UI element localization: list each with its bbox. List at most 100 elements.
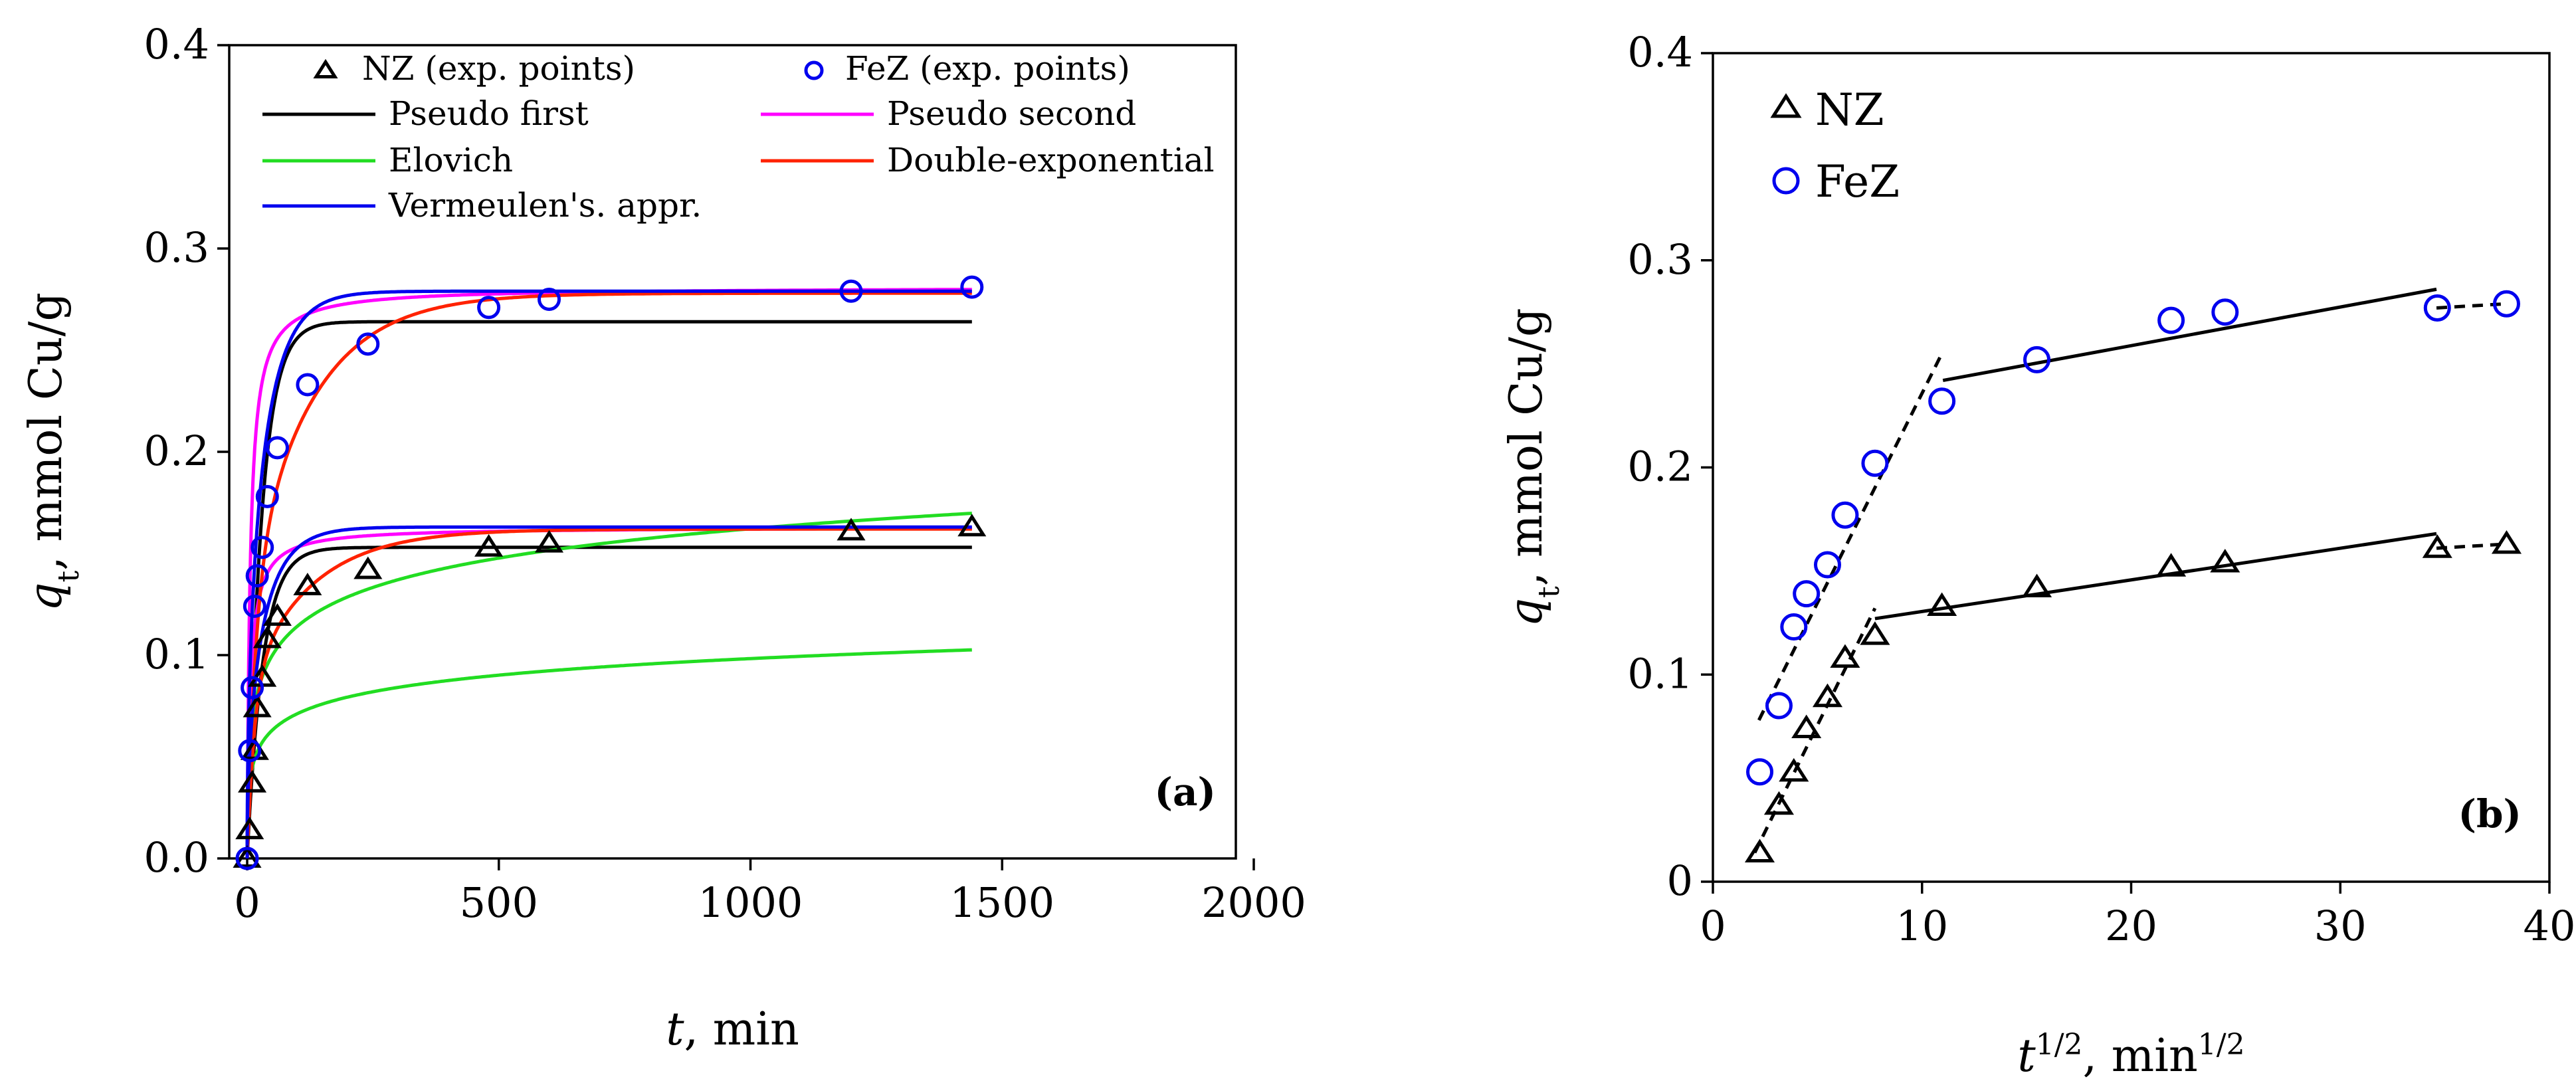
legend: NZ FeZ: [1770, 84, 1900, 207]
legend-label: Pseudo second: [887, 94, 1136, 133]
x-axis-label: t1/2, min1/2: [2017, 1028, 2244, 1083]
legend-label: Pseudo first: [389, 94, 589, 133]
point-fez: [2157, 306, 2185, 334]
legend: NZ (exp. points) FeZ (exp. points) Pseudo …: [262, 49, 1215, 225]
fit-segment-nz-solid: [1874, 532, 2437, 621]
chart-a: 0 500 1000 1500 2000 0.0 0.1 0.2 0.3 0.4 NZ (exp. …: [20, 20, 1306, 1056]
point-fez: [2023, 345, 2051, 373]
legend-marker-nz: [1770, 93, 1802, 118]
legend-label: Double-exponential: [887, 141, 1215, 179]
model-curve-double-exponential-nz: [245, 527, 972, 858]
point-nz: [2491, 530, 2522, 554]
y-tick-label: 0.3: [144, 223, 209, 272]
y-tick-label: 0.1: [144, 630, 209, 678]
legend-label: NZ: [1815, 84, 1884, 136]
point-nz: [233, 845, 262, 868]
y-tick-label: 0.4: [1627, 28, 1693, 76]
point-fez: [1746, 758, 1774, 786]
point-fez: [1780, 613, 1808, 641]
point-nz: [2422, 534, 2452, 558]
y-axis-label: qt, mmol Cu/g: [1500, 308, 1566, 627]
x-tick-label: 30: [2314, 902, 2367, 950]
chart-b: 0 10 20 30 40 0 0.1 0.2 0.3 0.4 NZ FeZ (b) t1/2, min1…: [1500, 28, 2575, 1082]
point-nz: [235, 817, 264, 840]
y-tick-label: 0.2: [144, 427, 209, 475]
point-nz: [534, 530, 564, 553]
point-nz: [474, 534, 504, 557]
point-fez: [250, 536, 274, 559]
fit-segment-fez-solid: [1942, 287, 2437, 383]
legend-marker-nz: [313, 58, 338, 78]
point-nz: [1779, 757, 1809, 782]
x-tick-label: 40: [2524, 902, 2576, 950]
point-fez: [2492, 290, 2520, 318]
y-tick-label: 0: [1667, 856, 1693, 905]
legend-label: Elovich: [389, 141, 513, 179]
x-axis-label: t, min: [666, 1003, 799, 1056]
point-nz: [1791, 714, 1822, 738]
y-tick-label: 0.2: [1627, 443, 1693, 491]
point-fez: [1928, 387, 1956, 415]
point-nz: [2022, 573, 2052, 597]
y-tick-label: 0.1: [1627, 649, 1693, 698]
y-tick-label: 0.3: [1627, 235, 1693, 284]
point-nz: [1812, 683, 1843, 708]
point-fez: [255, 484, 279, 508]
point-nz: [1830, 644, 1860, 668]
x-tick-label: 0: [234, 878, 260, 927]
y-axis-label: qt, mmol Cu/g: [20, 292, 86, 611]
y-tick-label: 0.4: [144, 20, 209, 68]
point-nz: [1927, 592, 1957, 617]
point-fez: [296, 373, 320, 397]
point-fez: [265, 436, 289, 460]
model-curve-elovich-fez: [245, 512, 972, 858]
point-fez: [245, 564, 269, 588]
point-fez: [1813, 551, 1841, 579]
point-fez: [235, 846, 259, 870]
point-fez: [1793, 580, 1821, 608]
point-nz: [2210, 549, 2240, 573]
point-fez: [839, 279, 863, 303]
x-tick-label: 500: [460, 878, 538, 927]
model-curve-pseudo-first-fez: [245, 320, 972, 858]
legend-marker-fez: [804, 60, 824, 80]
point-nz: [2156, 553, 2187, 577]
fit-segment-nz-dashed: [2436, 542, 2507, 550]
point-nz: [238, 769, 267, 793]
legend-marker-fez: [1772, 167, 1800, 195]
point-nz: [353, 556, 383, 579]
legend-label: Vermeulen's. appr.: [388, 186, 702, 225]
model-curve-elovich-nz: [245, 648, 972, 858]
model-curve-vermeulen-s-appr--fez: [245, 289, 972, 858]
x-tick-label: 2000: [1201, 878, 1306, 927]
point-nz: [293, 572, 322, 595]
point-nz: [957, 514, 987, 537]
point-fez: [356, 332, 380, 356]
point-nz: [262, 603, 292, 626]
point-fez: [238, 739, 262, 763]
legend-label: FeZ (exp. points): [845, 49, 1130, 88]
panel-label: (a): [1155, 769, 1216, 815]
point-fez: [1831, 501, 1859, 529]
point-nz: [252, 625, 282, 648]
point-fez: [538, 288, 561, 311]
x-tick-label: 20: [2105, 902, 2157, 950]
point-fez: [241, 676, 264, 700]
point-fez: [2211, 298, 2239, 326]
point-fez: [477, 296, 501, 320]
fit-segment-fez-dashed: [1757, 350, 1945, 721]
point-fez: [1861, 449, 1889, 477]
point-nz: [243, 694, 272, 718]
point-fez: [243, 595, 266, 619]
point-fez: [2423, 294, 2451, 322]
x-tick-label: 1000: [698, 878, 803, 927]
legend-label: NZ (exp. points): [362, 49, 635, 88]
legend-label: FeZ: [1815, 156, 1900, 207]
point-nz: [1744, 838, 1775, 863]
x-tick-label: 0: [1700, 902, 1726, 950]
model-curve-pseudo-second-fez: [245, 288, 972, 858]
panel-label: (b): [2458, 791, 2522, 837]
point-fez: [960, 275, 984, 299]
x-tick-label: 10: [1896, 902, 1948, 950]
